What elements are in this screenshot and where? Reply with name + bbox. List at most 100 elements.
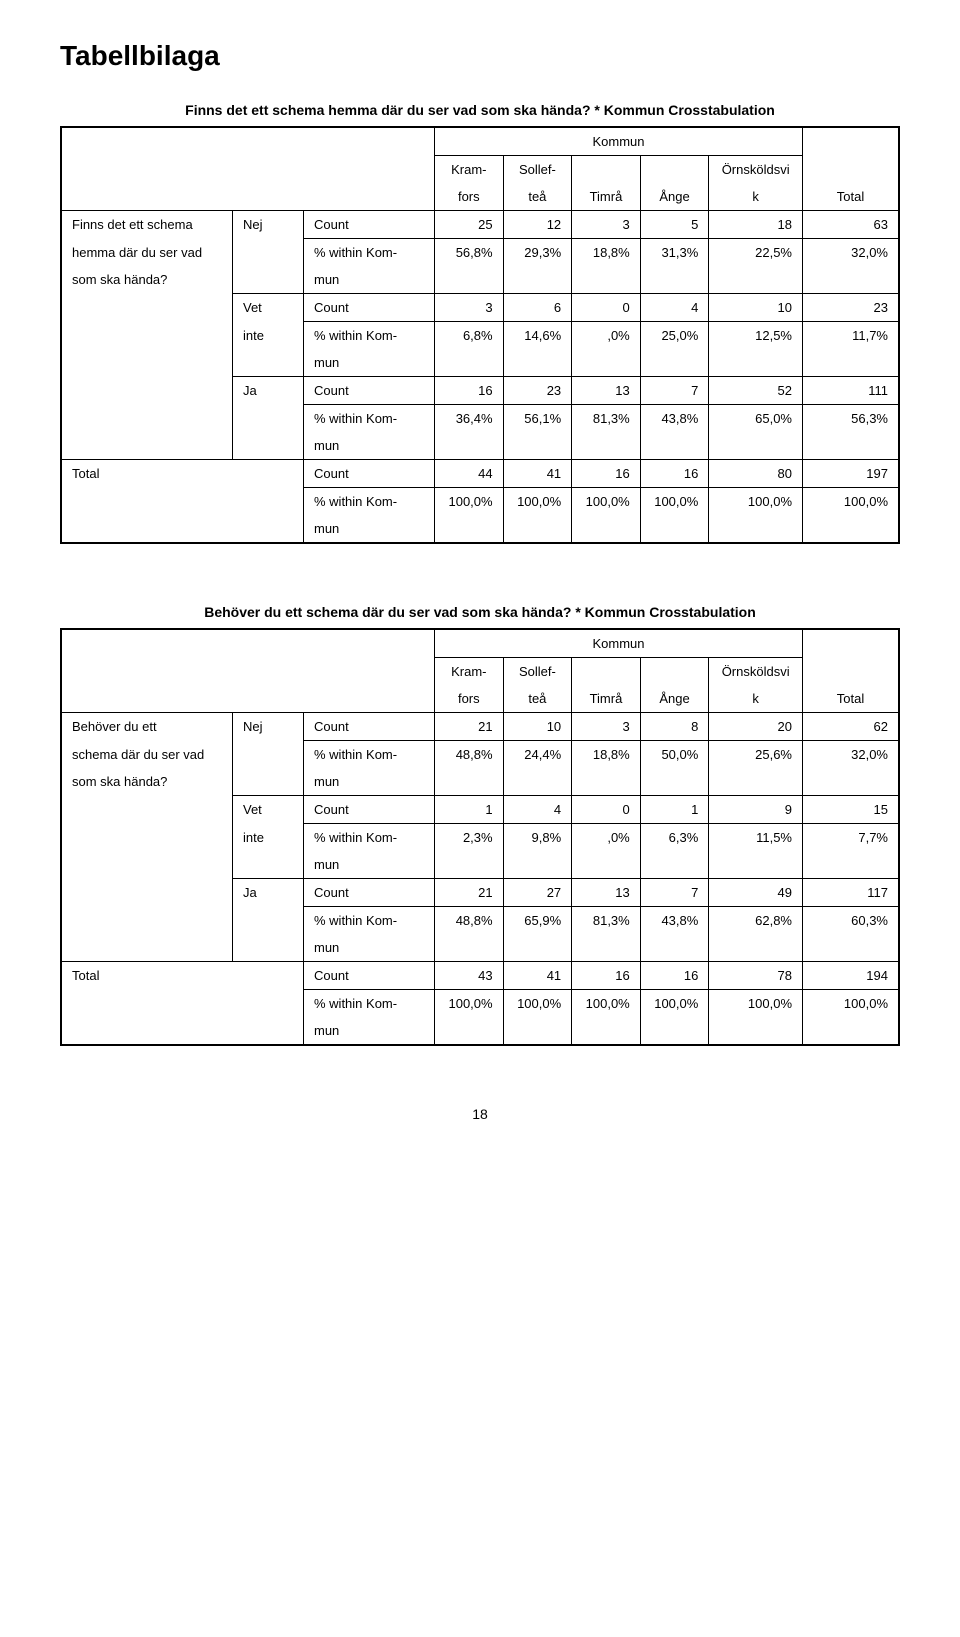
- cell: 13: [572, 377, 641, 405]
- cell: 20: [709, 713, 803, 741]
- cell: 111: [803, 377, 900, 405]
- table-row: Ja Count 16 23 13 7 52 111: [61, 377, 899, 405]
- cell: 12,5%: [709, 322, 803, 350]
- table-row: Total Count 43 41 16 16 78 194: [61, 962, 899, 990]
- cell: 10: [709, 294, 803, 322]
- answer-inte: inte: [233, 322, 304, 350]
- table-row: % within Kom- 48,8% 65,9% 81,3% 43,8% 62…: [61, 907, 899, 935]
- cell: 14,6%: [503, 322, 572, 350]
- cell: 8: [640, 713, 709, 741]
- cell: 3: [435, 294, 504, 322]
- cell: 100,0%: [803, 488, 900, 516]
- page-title: Tabellbilaga: [60, 40, 900, 72]
- crosstab-table-1: Kommun Kram- Sollef- Örnsköldsvi fors te…: [60, 126, 900, 544]
- cell: 78: [709, 962, 803, 990]
- col-kram: Kram-: [435, 156, 504, 184]
- cell: 60,3%: [803, 907, 900, 935]
- cell: 48,8%: [435, 907, 504, 935]
- table-row: schema där du ser vad % within Kom- 48,8…: [61, 741, 899, 769]
- stub-label: Behöver du ett: [61, 713, 233, 741]
- col-total: Total: [803, 183, 900, 211]
- col-orn: Örnsköldsvi: [709, 156, 803, 184]
- cell: 24,4%: [503, 741, 572, 769]
- cell: 22,5%: [709, 239, 803, 267]
- cell: 6,8%: [435, 322, 504, 350]
- cell: 4: [640, 294, 709, 322]
- table-row: Vet Count 3 6 0 4 10 23: [61, 294, 899, 322]
- table-row: som ska hända? mun: [61, 266, 899, 294]
- table-row: Total Count 44 41 16 16 80 197: [61, 460, 899, 488]
- answer-nej: Nej: [233, 211, 304, 239]
- row-total: Total: [61, 460, 233, 488]
- table-row: Vet Count 1 4 0 1 9 15: [61, 796, 899, 824]
- cell: 100,0%: [640, 990, 709, 1018]
- cell: 100,0%: [503, 488, 572, 516]
- cell: 7: [640, 377, 709, 405]
- cell: 44: [435, 460, 504, 488]
- cell: 41: [503, 460, 572, 488]
- cell: 32,0%: [803, 239, 900, 267]
- cell: 36,4%: [435, 405, 504, 433]
- cell: 43: [435, 962, 504, 990]
- table1-title: Finns det ett schema hemma där du ser va…: [60, 102, 900, 118]
- cell: 2,3%: [435, 824, 504, 852]
- cell: 65,0%: [709, 405, 803, 433]
- col-sollef: Sollef-: [503, 156, 572, 184]
- cell: 65,9%: [503, 907, 572, 935]
- cell: 0: [572, 294, 641, 322]
- cell: 16: [435, 377, 504, 405]
- table-row: inte % within Kom- 6,8% 14,6% ,0% 25,0% …: [61, 322, 899, 350]
- group-header: Kommun: [435, 629, 803, 658]
- cell: 25,6%: [709, 741, 803, 769]
- table-row: mun: [61, 515, 899, 543]
- col-ange: Ånge: [640, 183, 709, 211]
- cell: 4: [503, 796, 572, 824]
- table-row: % within Kom- 100,0% 100,0% 100,0% 100,0…: [61, 488, 899, 516]
- cell: 23: [803, 294, 900, 322]
- cell: 3: [572, 713, 641, 741]
- table-row: % within Kom- 36,4% 56,1% 81,3% 43,8% 65…: [61, 405, 899, 433]
- cell: 81,3%: [572, 907, 641, 935]
- cell: 100,0%: [640, 488, 709, 516]
- table-row: som ska hända? mun: [61, 768, 899, 796]
- cell: 100,0%: [572, 488, 641, 516]
- cell: 62: [803, 713, 900, 741]
- cell: 63: [803, 211, 900, 239]
- cell: 52: [709, 377, 803, 405]
- cell: 29,3%: [503, 239, 572, 267]
- cell: 100,0%: [435, 990, 504, 1018]
- cell: 100,0%: [803, 990, 900, 1018]
- cell: 100,0%: [503, 990, 572, 1018]
- cell: 18,8%: [572, 239, 641, 267]
- cell: 25,0%: [640, 322, 709, 350]
- group-header: Kommun: [435, 127, 803, 156]
- cell: 18,8%: [572, 741, 641, 769]
- table-row: % within Kom- 100,0% 100,0% 100,0% 100,0…: [61, 990, 899, 1018]
- cell: 197: [803, 460, 900, 488]
- table-row: mun: [61, 1017, 899, 1045]
- page-number: 18: [60, 1106, 900, 1122]
- cell: 56,3%: [803, 405, 900, 433]
- table-row: hemma där du ser vad % within Kom- 56,8%…: [61, 239, 899, 267]
- table-row: Finns det ett schema Nej Count 25 12 3 5…: [61, 211, 899, 239]
- cell: 100,0%: [709, 488, 803, 516]
- cell: 9: [709, 796, 803, 824]
- cell: 11,7%: [803, 322, 900, 350]
- cell: 56,8%: [435, 239, 504, 267]
- table2-title: Behöver du ett schema där du ser vad som…: [60, 604, 900, 620]
- cell: 41: [503, 962, 572, 990]
- answer-vet: Vet: [233, 294, 304, 322]
- cell: 16: [640, 460, 709, 488]
- table-row: Ja Count 21 27 13 7 49 117: [61, 879, 899, 907]
- cell: 12: [503, 211, 572, 239]
- cell: ,0%: [572, 322, 641, 350]
- cell: 6: [503, 294, 572, 322]
- cell: 18: [709, 211, 803, 239]
- cell: 7: [640, 879, 709, 907]
- cell: ,0%: [572, 824, 641, 852]
- cell: 43,8%: [640, 907, 709, 935]
- cell: 6,3%: [640, 824, 709, 852]
- table-row: mun: [61, 349, 899, 377]
- cell: 100,0%: [435, 488, 504, 516]
- cell: 7,7%: [803, 824, 900, 852]
